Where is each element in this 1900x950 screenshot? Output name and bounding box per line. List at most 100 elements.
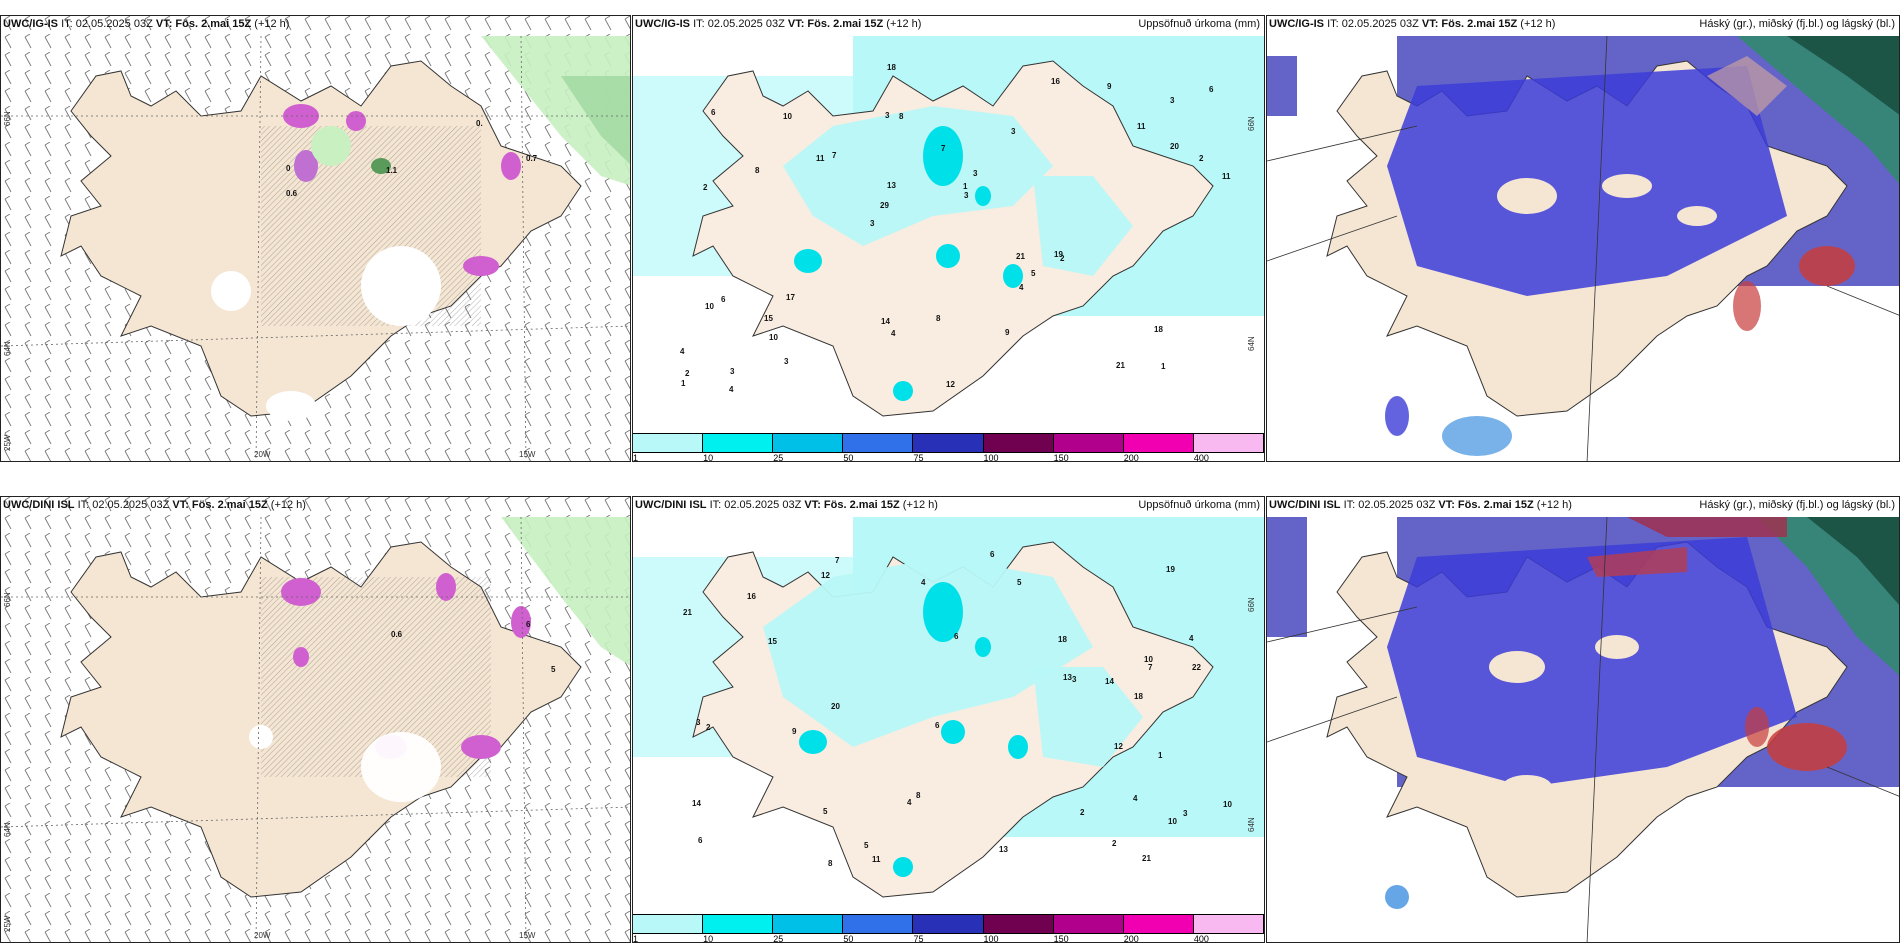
precip-value: 16 xyxy=(1051,77,1060,86)
colorbar-label: 25 xyxy=(773,453,784,462)
precip-value: 10 xyxy=(783,112,792,121)
lat-label: 66N xyxy=(1247,116,1257,131)
cloud-map xyxy=(1267,516,1899,942)
precip-value: 8 xyxy=(899,112,904,121)
panel-header: UWC/DINI ISL IT: 02.05.2025 03Z VT: Fös.… xyxy=(1269,499,1572,511)
precip-value: 7 xyxy=(832,151,837,160)
precip-value: 10 xyxy=(1223,800,1232,809)
precip-value: 4 xyxy=(729,385,734,394)
precip-value: 18 xyxy=(1134,692,1143,701)
cloud-panel-bottom: UWC/DINI ISL IT: 02.05.2025 03Z VT: Fös.… xyxy=(1266,496,1900,943)
wind-label: 0.7 xyxy=(526,154,538,163)
precip-value: 4 xyxy=(1189,634,1194,643)
lat-label: 66N xyxy=(1247,597,1257,612)
precip-value: 7 xyxy=(941,144,946,153)
precip-value: 9 xyxy=(792,727,797,736)
panel-header: UWC/IG-IS IT: 02.05.2025 03Z VT: Fös. 2.… xyxy=(1269,18,1556,30)
panel-header: UWC/IG-IS IT: 02.05.2025 03Z VT: Fös. 2.… xyxy=(635,18,922,30)
precip-value: 3 xyxy=(1170,96,1175,105)
colorbar-label: 150 xyxy=(1053,934,1069,943)
precip-value: 14 xyxy=(1105,677,1114,686)
precip-value: 6 xyxy=(711,108,716,117)
panel-title: Háský (gr.), miðský (fj.bl.) og lágský (… xyxy=(1699,18,1895,30)
wind-map: 0.6 1.1 0. 0.7 0 xyxy=(1,16,630,461)
colorbar-label: 75 xyxy=(913,934,924,943)
precip-value: 19 xyxy=(1166,565,1175,574)
wind-label: 6 xyxy=(526,620,531,629)
precip-value: 3 xyxy=(964,191,969,200)
precip-value: 19 xyxy=(1054,250,1063,259)
precip-value: 10 xyxy=(1144,655,1153,664)
precip-value: 13 xyxy=(999,845,1008,854)
precip-value: 15 xyxy=(768,637,777,646)
wind-label: 0. xyxy=(476,119,483,128)
colorbar-cell xyxy=(773,434,844,452)
precip-value: 12 xyxy=(821,571,830,580)
precip-value: 7 xyxy=(835,556,840,565)
colorbar-cell xyxy=(703,434,774,452)
colorbar-label: 1 xyxy=(633,453,639,462)
colorbar-label: 200 xyxy=(1123,453,1139,462)
precip-value: 12 xyxy=(946,380,955,389)
precip-value: 10 xyxy=(1168,817,1177,826)
precip-value: 4 xyxy=(1019,283,1024,292)
precip-value: 21 xyxy=(1116,361,1125,370)
precip-value: 9 xyxy=(1107,82,1112,91)
precip-value: 11 xyxy=(1137,122,1146,131)
colorbar-cell xyxy=(1193,915,1264,933)
colorbar-label: 1 xyxy=(633,934,639,943)
colorbar-cell xyxy=(843,915,914,933)
precip-value: 3 xyxy=(1183,809,1188,818)
colorbar-cells xyxy=(633,914,1264,934)
colorbar-cell xyxy=(703,915,774,933)
precip-value: 2 xyxy=(703,183,708,192)
wind-panel-bottom: UWC/DINI ISL IT: 02.05.2025 03Z VT: Fös.… xyxy=(0,496,631,943)
precip-value: 14 xyxy=(692,799,701,808)
precip-value: 6 xyxy=(721,295,726,304)
precip-value: 22 xyxy=(1192,663,1201,672)
precip-value: 13 xyxy=(1063,673,1072,682)
precip-value: 12 xyxy=(1114,742,1123,751)
precip-map: 1233333767410832618112120291413101617211… xyxy=(633,36,1264,417)
precip-value: 2 xyxy=(1060,254,1065,263)
precip-value: 6 xyxy=(935,721,940,730)
precip-value: 3 xyxy=(1072,675,1077,684)
colorbar-cells xyxy=(633,433,1264,453)
colorbar-cell xyxy=(913,915,984,933)
precip-value: 5 xyxy=(1017,578,1022,587)
colorbar-label: 10 xyxy=(703,453,714,462)
precip-value: 6 xyxy=(990,550,995,559)
precip-value: 2 xyxy=(1080,808,1085,817)
precip-value: 14 xyxy=(881,317,890,326)
precip-value: 7 xyxy=(1148,663,1153,672)
colorbar-cell xyxy=(1123,434,1194,452)
precip-panel-top: UWC/IG-IS IT: 02.05.2025 03Z VT: Fös. 2.… xyxy=(632,15,1265,462)
precip-value: 6 xyxy=(1209,85,1214,94)
lon-label: 20W xyxy=(254,450,271,459)
precip-value: 2 xyxy=(706,723,711,732)
precip-value: 4 xyxy=(1133,794,1138,803)
panel-title: Uppsöfnuð úrkoma (mm) xyxy=(1138,18,1260,30)
wind-label: 5 xyxy=(551,665,556,674)
lon-label: 25W xyxy=(3,915,12,932)
precip-value: 16 xyxy=(747,592,756,601)
precip-value: 9 xyxy=(1005,328,1010,337)
colorbar-label: 150 xyxy=(1053,453,1069,462)
colorbar-cell xyxy=(1053,915,1124,933)
lat-label: 64N xyxy=(3,822,12,837)
precip-value: 18 xyxy=(1058,635,1067,644)
precip-colorbar: 1 10 25 50 75 100 150 200 400 xyxy=(633,433,1264,461)
wind-map: 0.6 6 5 xyxy=(1,497,630,942)
precip-value: 11 xyxy=(1222,172,1231,181)
precip-value: 3 xyxy=(1011,127,1016,136)
colorbar-label: 100 xyxy=(983,934,999,943)
panel-title: Uppsöfnuð úrkoma (mm) xyxy=(1138,499,1260,511)
lon-label: 15W xyxy=(519,931,536,940)
colorbar-cell xyxy=(633,434,704,452)
precip-colorbar: 1 10 25 50 75 100 150 200 400 xyxy=(633,914,1264,942)
precip-value: 29 xyxy=(880,201,889,210)
colorbar-label: 400 xyxy=(1193,453,1209,462)
colorbar-label: 50 xyxy=(843,453,854,462)
panel-header: UWC/DINI ISL IT: 02.05.2025 03Z VT: Fös.… xyxy=(635,499,938,511)
lon-label: 25W xyxy=(3,434,12,451)
